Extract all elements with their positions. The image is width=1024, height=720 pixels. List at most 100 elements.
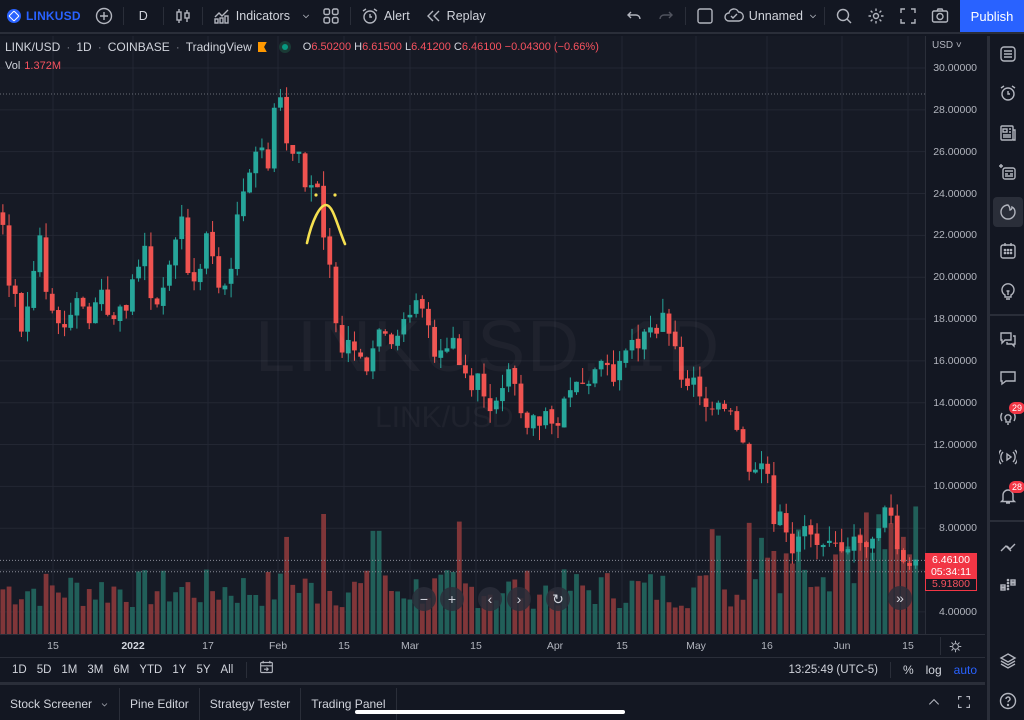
crosshair-price-tag: 5.91800 [925,578,977,591]
redo-button[interactable] [650,0,682,33]
range-button-all[interactable]: All [220,664,234,676]
streams-button[interactable]: 29 [993,402,1024,432]
newspaper-icon [1000,125,1016,141]
time-tick-label: Jun [833,640,851,652]
clock-timezone[interactable]: 13:25:49 (UTC-5) [788,664,878,676]
object-tree-button[interactable] [993,646,1023,676]
flag-icon[interactable] [257,42,267,52]
live-streams-button[interactable] [993,442,1023,472]
watchlist-button[interactable] [993,39,1023,69]
chart-style-button[interactable] [167,0,199,33]
current-price: 6.46100 [932,554,970,566]
chats-icon [1000,332,1016,348]
market-open-status-icon [278,41,291,53]
search-icon [836,8,852,24]
hotlists-button[interactable] [993,197,1023,227]
go-to-date-button[interactable] [255,660,278,680]
legend-interval: 1D [76,40,92,54]
range-button-6m[interactable]: 6M [113,664,130,676]
reset-chart-button[interactable]: ↻ [546,587,570,611]
flame-icon [1000,204,1016,220]
scroll-left-button[interactable]: ‹ [478,587,502,611]
play-broadcast-icon [999,449,1017,465]
pair-watermark: LINK/USD [375,401,513,435]
alert-button[interactable]: Alert [354,0,417,33]
sun-settings-icon [949,640,962,652]
symbol-search-button[interactable]: LINKUSD [0,0,88,33]
tab-stock-screener[interactable]: Stock Screener [0,688,121,720]
data-window-icon [999,164,1016,180]
price-tick-label: 22.00000 [933,229,977,242]
currency-selector[interactable]: USD ˅ [932,40,962,51]
zoom-out-button[interactable]: − [412,587,436,611]
tab-trading-panel[interactable]: Trading Panel [301,688,397,720]
ideas-button[interactable] [993,276,1023,306]
tab-strategy-tester[interactable]: Strategy Tester [200,688,302,720]
range-button-3m[interactable]: 3M [87,664,104,676]
chat-button[interactable] [993,363,1023,393]
range-button-1y[interactable]: 1Y [172,664,187,676]
time-tick-label: 15 [902,640,914,652]
replay-label: Replay [446,9,486,23]
scroll-to-realtime-button[interactable]: » [888,586,912,610]
symbol-label: LINKUSD [26,9,81,23]
chats-button[interactable] [993,324,1023,354]
percent-scale-toggle[interactable]: % [902,663,914,677]
undo-button[interactable] [618,0,650,33]
chat-bubble-icon [1000,371,1016,386]
open-value: 6.50200 [311,41,352,53]
price-scale[interactable]: USD ˅ 30.00000 28.00000 26.00000 24.00000 22… [925,36,985,634]
range-button-ytd[interactable]: YTD [139,664,163,676]
range-button-5y[interactable]: 5Y [196,664,211,676]
fullscreen-button[interactable] [892,0,924,33]
dom-button[interactable] [993,570,1023,600]
interval-button[interactable]: D [127,0,160,33]
camera-icon [931,8,949,23]
chart-settings-button[interactable] [940,637,970,655]
snapshot-button[interactable] [924,0,956,33]
maximize-panel-button[interactable] [951,695,985,714]
help-button[interactable] [993,686,1023,716]
expand-panel-button[interactable] [917,695,951,714]
current-price-tag: 6.46100 05:34:11 [925,553,977,579]
indicators-button[interactable]: Indicators [206,0,297,33]
replay-button[interactable]: Replay [417,0,493,33]
change-value: −0.04300 (−0.66%) [504,41,599,53]
calendar-button[interactable] [993,236,1023,266]
scroll-right-button[interactable]: › [507,587,531,611]
layout-name-button[interactable]: Unnamed [721,0,821,33]
collapse-panel-button[interactable] [993,532,1023,562]
chart-pane[interactable]: LINKUSD, 1D LINK/USD [0,36,925,634]
series-legend[interactable]: LINK/USD · 1D · COINBASE · TradingView O… [5,40,599,54]
high-value: 6.61500 [362,41,402,53]
select-layout-checkbox[interactable] [689,0,721,33]
settings-button[interactable] [860,0,892,33]
price-tick-label: 30.00000 [933,62,977,74]
compare-add-symbol-button[interactable] [88,0,120,33]
legend-source: TradingView [185,40,252,54]
publish-button[interactable]: Publish [960,0,1024,32]
news-button[interactable] [993,118,1023,148]
indicators-dropdown[interactable] [297,0,315,33]
search-button[interactable] [828,0,860,33]
alerts-button[interactable] [993,78,1023,108]
alarm-clock-icon [1000,85,1016,101]
chevron-down-icon [809,14,817,19]
range-button-5d[interactable]: 5D [36,664,52,676]
legend-exchange: COINBASE [107,40,170,54]
range-button-1m[interactable]: 1M [61,664,78,676]
templates-button[interactable] [315,0,347,33]
time-tick-label: 17 [202,640,214,652]
data-window-button[interactable] [993,157,1023,187]
range-button-1d[interactable]: 1D [12,664,27,676]
volume-legend[interactable]: Vol 1.372M [5,60,61,72]
fullscreen-icon [900,8,916,24]
layout-name: Unnamed [748,9,803,23]
indicators-label: Indicators [235,9,290,23]
zoom-in-button[interactable]: + [440,587,464,611]
notifications-button[interactable]: 28 [993,481,1024,511]
auto-scale-toggle[interactable]: auto [953,663,977,677]
time-scale[interactable]: 15 2022 17 Feb 15 Mar 15 Apr 15 May 16 Jun 15 [0,634,985,656]
log-scale-toggle[interactable]: log [925,663,942,677]
tab-pine-editor[interactable]: Pine Editor [120,688,200,720]
